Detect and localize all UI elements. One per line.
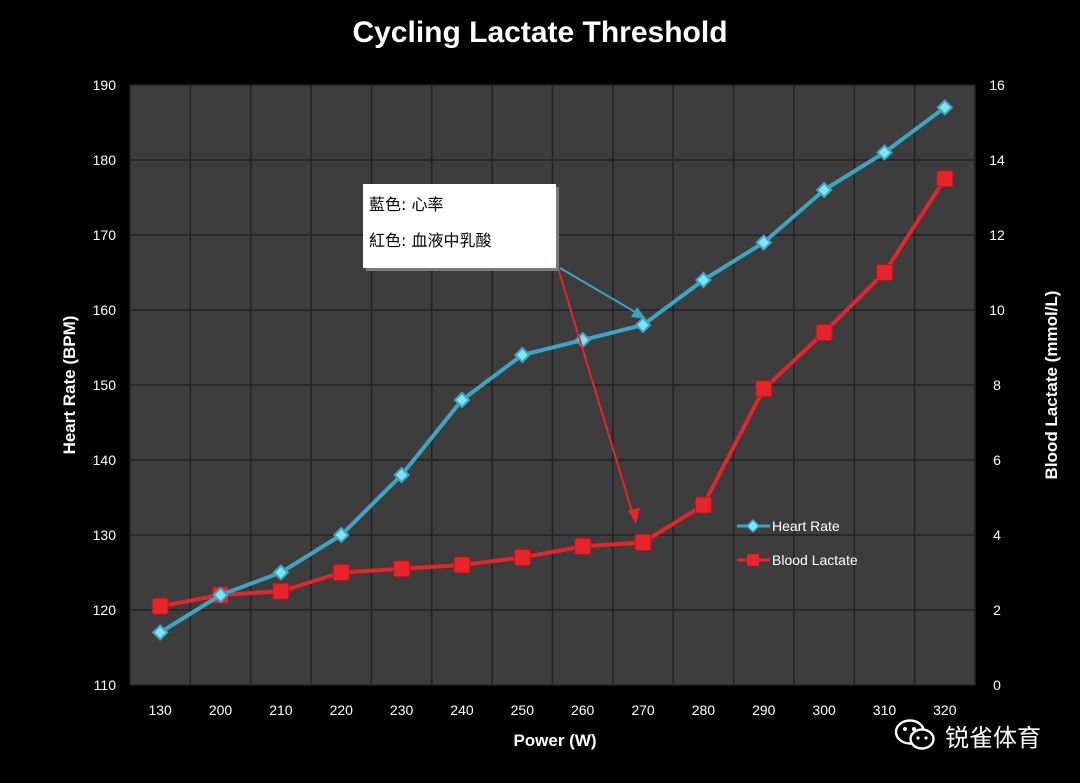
blood-lactate-point — [936, 170, 954, 188]
x-tick-label: 320 — [933, 702, 957, 718]
right-axis-title: Blood Lactate (mmol/L) — [1042, 291, 1061, 480]
blood-lactate-point — [694, 496, 712, 514]
legend: Heart Rate Blood Lactate — [737, 518, 858, 568]
blood-lactate-point — [453, 556, 471, 574]
left-axis-ticks: 110 120 130 140 150 160 170 180 190 — [93, 77, 117, 693]
legend-heart-rate-label: Heart Rate — [772, 518, 840, 534]
left-tick-label: 190 — [93, 77, 117, 93]
blood-lactate-point — [513, 549, 531, 566]
chart-title: Cycling Lactate Threshold — [352, 16, 727, 49]
left-tick-label: 170 — [93, 227, 117, 243]
left-tick-label: 140 — [93, 452, 117, 468]
left-tick-label: 160 — [93, 302, 117, 318]
x-tick-label: 200 — [209, 702, 233, 718]
blood-lactate-point — [634, 534, 652, 551]
annotation-line-blue: 藍色: 心率 — [369, 195, 444, 214]
blood-lactate-point — [574, 537, 592, 555]
annotation-line-red: 紅色: 血液中乳酸 — [369, 231, 492, 250]
x-tick-label: 300 — [812, 702, 836, 718]
blood-lactate-point — [393, 560, 411, 578]
heart-rate-point — [815, 181, 833, 199]
series-layer — [151, 99, 954, 641]
x-tick-label: 280 — [692, 702, 716, 718]
x-tick-label: 210 — [269, 702, 293, 718]
heart-rate-point — [393, 466, 411, 484]
x-tick-label: 130 — [148, 702, 172, 718]
blood-lactate-point — [815, 324, 833, 341]
heart-rate-point — [755, 234, 773, 251]
x-tick-label: 250 — [511, 702, 535, 718]
x-axis-ticks: 130 200 210 220 230 240 250 260 270 280 290 300 310 3… — [148, 702, 956, 718]
right-axis-ticks: 0 2 4 6 8 10 12 14 16 — [989, 77, 1005, 693]
right-tick-label: 14 — [989, 152, 1005, 168]
x-tick-label: 240 — [450, 702, 474, 718]
blood-lactate-point — [875, 264, 893, 281]
annotation-arrows — [557, 267, 646, 524]
blood-lactate-point — [332, 564, 350, 581]
legend-heart-rate-marker — [745, 518, 761, 534]
heart-rate-point — [513, 346, 531, 364]
heart-rate-point — [212, 586, 229, 604]
heart-rate-point — [332, 526, 350, 544]
right-tick-label: 12 — [989, 227, 1005, 243]
blood-lactate-point — [151, 597, 169, 615]
right-tick-label: 10 — [989, 302, 1005, 318]
x-tick-label: 290 — [752, 702, 776, 718]
red-arrow-line — [557, 267, 635, 519]
left-tick-label: 150 — [93, 377, 117, 393]
grid — [129, 84, 976, 686]
right-tick-label: 6 — [993, 452, 1001, 468]
watermark-text: 锐雀体育 — [945, 723, 1041, 752]
left-tick-label: 130 — [93, 527, 117, 543]
heart-rate-point — [694, 271, 712, 289]
right-tick-label: 8 — [993, 377, 1001, 393]
blood-lactate-point — [755, 380, 773, 398]
blood-lactate-line — [159, 177, 947, 609]
heart-rate-line — [159, 105, 946, 635]
right-tick-label: 4 — [993, 527, 1001, 543]
right-tick-label: 0 — [993, 677, 1001, 693]
left-tick-label: 110 — [94, 677, 117, 693]
x-tick-label: 220 — [330, 702, 354, 718]
heart-rate-point — [272, 564, 290, 581]
left-tick-label: 180 — [93, 152, 117, 168]
blue-arrow-line — [559, 267, 643, 317]
x-tick-label: 270 — [631, 702, 655, 718]
x-tick-label: 260 — [571, 702, 595, 718]
right-tick-label: 2 — [993, 602, 1001, 618]
watermark: 锐雀体育 — [893, 712, 1073, 758]
x-axis-title: Power (W) — [513, 731, 596, 750]
heart-rate-point — [151, 624, 169, 641]
annotation-box: 藍色: 心率 紅色: 血液中乳酸 — [363, 184, 556, 268]
legend-blood-lactate-label: Blood Lactate — [772, 552, 858, 568]
left-axis-title: Heart Rate (BPM) — [60, 316, 79, 455]
wechat-icon — [894, 719, 935, 750]
legend-blood-lactate-marker — [747, 554, 759, 566]
x-tick-label: 310 — [873, 702, 897, 718]
heart-rate-point — [634, 316, 652, 334]
heart-rate-point — [453, 391, 471, 409]
heart-rate-point — [936, 99, 954, 116]
right-tick-label: 16 — [989, 77, 1005, 93]
blue-arrow-head — [631, 307, 646, 319]
left-tick-label: 120 — [93, 602, 117, 618]
red-arrow-head — [628, 508, 640, 524]
heart-rate-point — [876, 144, 893, 161]
x-tick-label: 230 — [390, 702, 414, 718]
blood-lactate-point — [272, 582, 290, 600]
